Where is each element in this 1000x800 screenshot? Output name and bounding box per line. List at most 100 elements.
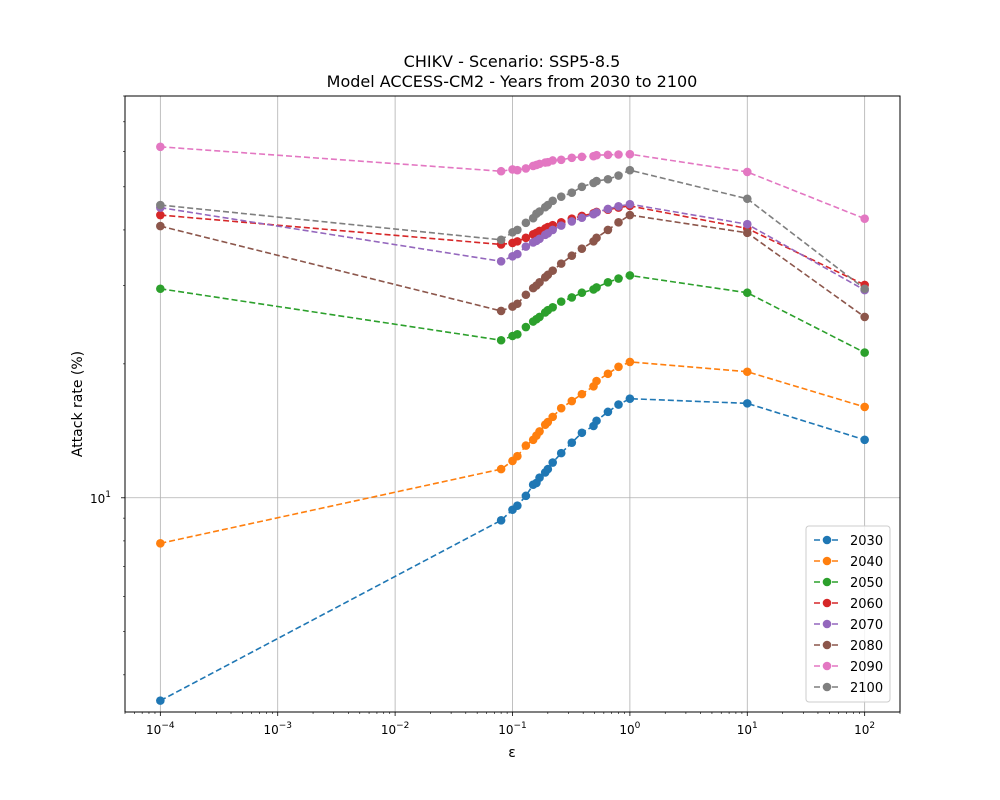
data-point-2050 [513,330,522,339]
legend-item: 2100 [814,681,883,696]
data-point-2050 [156,284,165,294]
data-point-2030 [521,491,531,501]
data-point-2070 [567,217,577,226]
legend-item: 2080 [814,639,883,654]
data-point-2040 [521,441,531,450]
chart-title-line1: CHIKV - Scenario: SSP5-8.5 [404,52,621,71]
data-point-2080 [548,266,557,275]
data-point-2050 [496,335,506,345]
legend-item: 2090 [814,660,883,675]
data-point-2050 [521,322,531,332]
data-point-2030 [556,448,566,458]
data-point-2050 [548,303,557,312]
data-point-2050 [556,297,566,306]
data-point-2070 [521,242,531,251]
legend-label: 2100 [850,681,883,696]
data-point-2090 [577,152,587,162]
data-point-2100 [556,192,566,202]
data-point-2030 [535,473,544,482]
legend-marker [822,661,832,671]
data-point-2080 [521,290,531,300]
data-point-2030 [543,464,553,474]
series-layer [156,142,869,705]
series-2080 [156,210,869,322]
data-point-2070 [603,204,613,214]
data-point-2050 [603,278,613,287]
legend-marker [822,619,832,629]
legend-marker [822,640,832,650]
data-point-2090 [603,150,613,160]
data-point-2050 [742,288,752,298]
data-point-2070 [513,249,522,259]
data-point-2060 [513,237,522,246]
legend-item: 2030 [814,534,883,549]
data-point-2080 [156,221,165,231]
series-2050 [156,271,869,357]
legend-box [805,525,891,703]
data-point-2060 [521,233,531,243]
data-point-2090 [592,150,601,160]
data-point-2100 [742,194,752,204]
data-point-2090 [513,165,522,175]
data-point-2040 [592,376,601,386]
data-point-2100 [603,174,613,184]
legend-marker [822,682,832,692]
data-point-2050 [567,293,577,302]
data-point-2090 [742,167,752,177]
data-point-2030 [513,501,522,510]
tick-layer: 10−4 10−3 10−2 10−1 100 101 102 101 [90,95,901,737]
x-tick-label: 10−3 [263,721,292,737]
data-point-2080 [577,244,587,253]
data-point-2030 [603,407,613,417]
y-axis-label: Attack rate (%) [70,351,86,457]
data-point-2070 [548,225,557,235]
data-point-2070 [742,219,752,229]
data-point-2100 [592,176,601,186]
data-point-2040 [548,412,557,422]
data-point-2090 [860,214,869,223]
y-tick-label: 101 [90,490,111,506]
series-line-2040 [160,361,865,545]
data-point-2100 [548,196,557,206]
x-tick-label: 10−2 [381,721,410,737]
data-point-2080 [496,306,506,316]
data-point-2030 [496,516,506,525]
data-point-2050 [592,283,601,292]
data-point-2080 [614,218,623,227]
data-point-2090 [156,142,165,152]
data-point-2090 [556,155,566,165]
data-point-2090 [521,164,531,173]
data-point-2040 [535,427,544,436]
data-point-2070 [614,202,623,211]
legend-label: 2090 [850,660,883,675]
data-point-2070 [496,257,506,266]
legend-item: 2050 [814,576,883,591]
x-axis-label: ε [508,745,516,761]
legend-item: 2060 [814,597,883,612]
series-2030 [156,394,869,705]
data-point-2040 [860,402,869,412]
data-point-2100 [156,200,165,210]
data-point-2100 [614,171,623,180]
data-point-2030 [592,416,601,426]
data-point-2040 [614,362,623,372]
data-point-2070 [592,208,601,217]
data-point-2050 [577,288,587,298]
data-point-2070 [577,213,587,223]
data-point-2040 [577,389,587,399]
x-tick-label: 101 [737,721,758,737]
data-point-2090 [548,156,557,165]
data-point-2030 [567,438,577,447]
legend-label: 2030 [850,534,883,549]
legend-item: 2040 [814,555,883,570]
data-point-2080 [567,251,577,261]
legend-marker [822,535,832,545]
data-point-2070 [625,199,635,209]
series-2040 [156,357,869,548]
data-point-2090 [567,153,577,163]
legend-item: 2070 [814,618,883,633]
data-point-2050 [614,274,623,283]
data-point-2030 [548,458,557,467]
